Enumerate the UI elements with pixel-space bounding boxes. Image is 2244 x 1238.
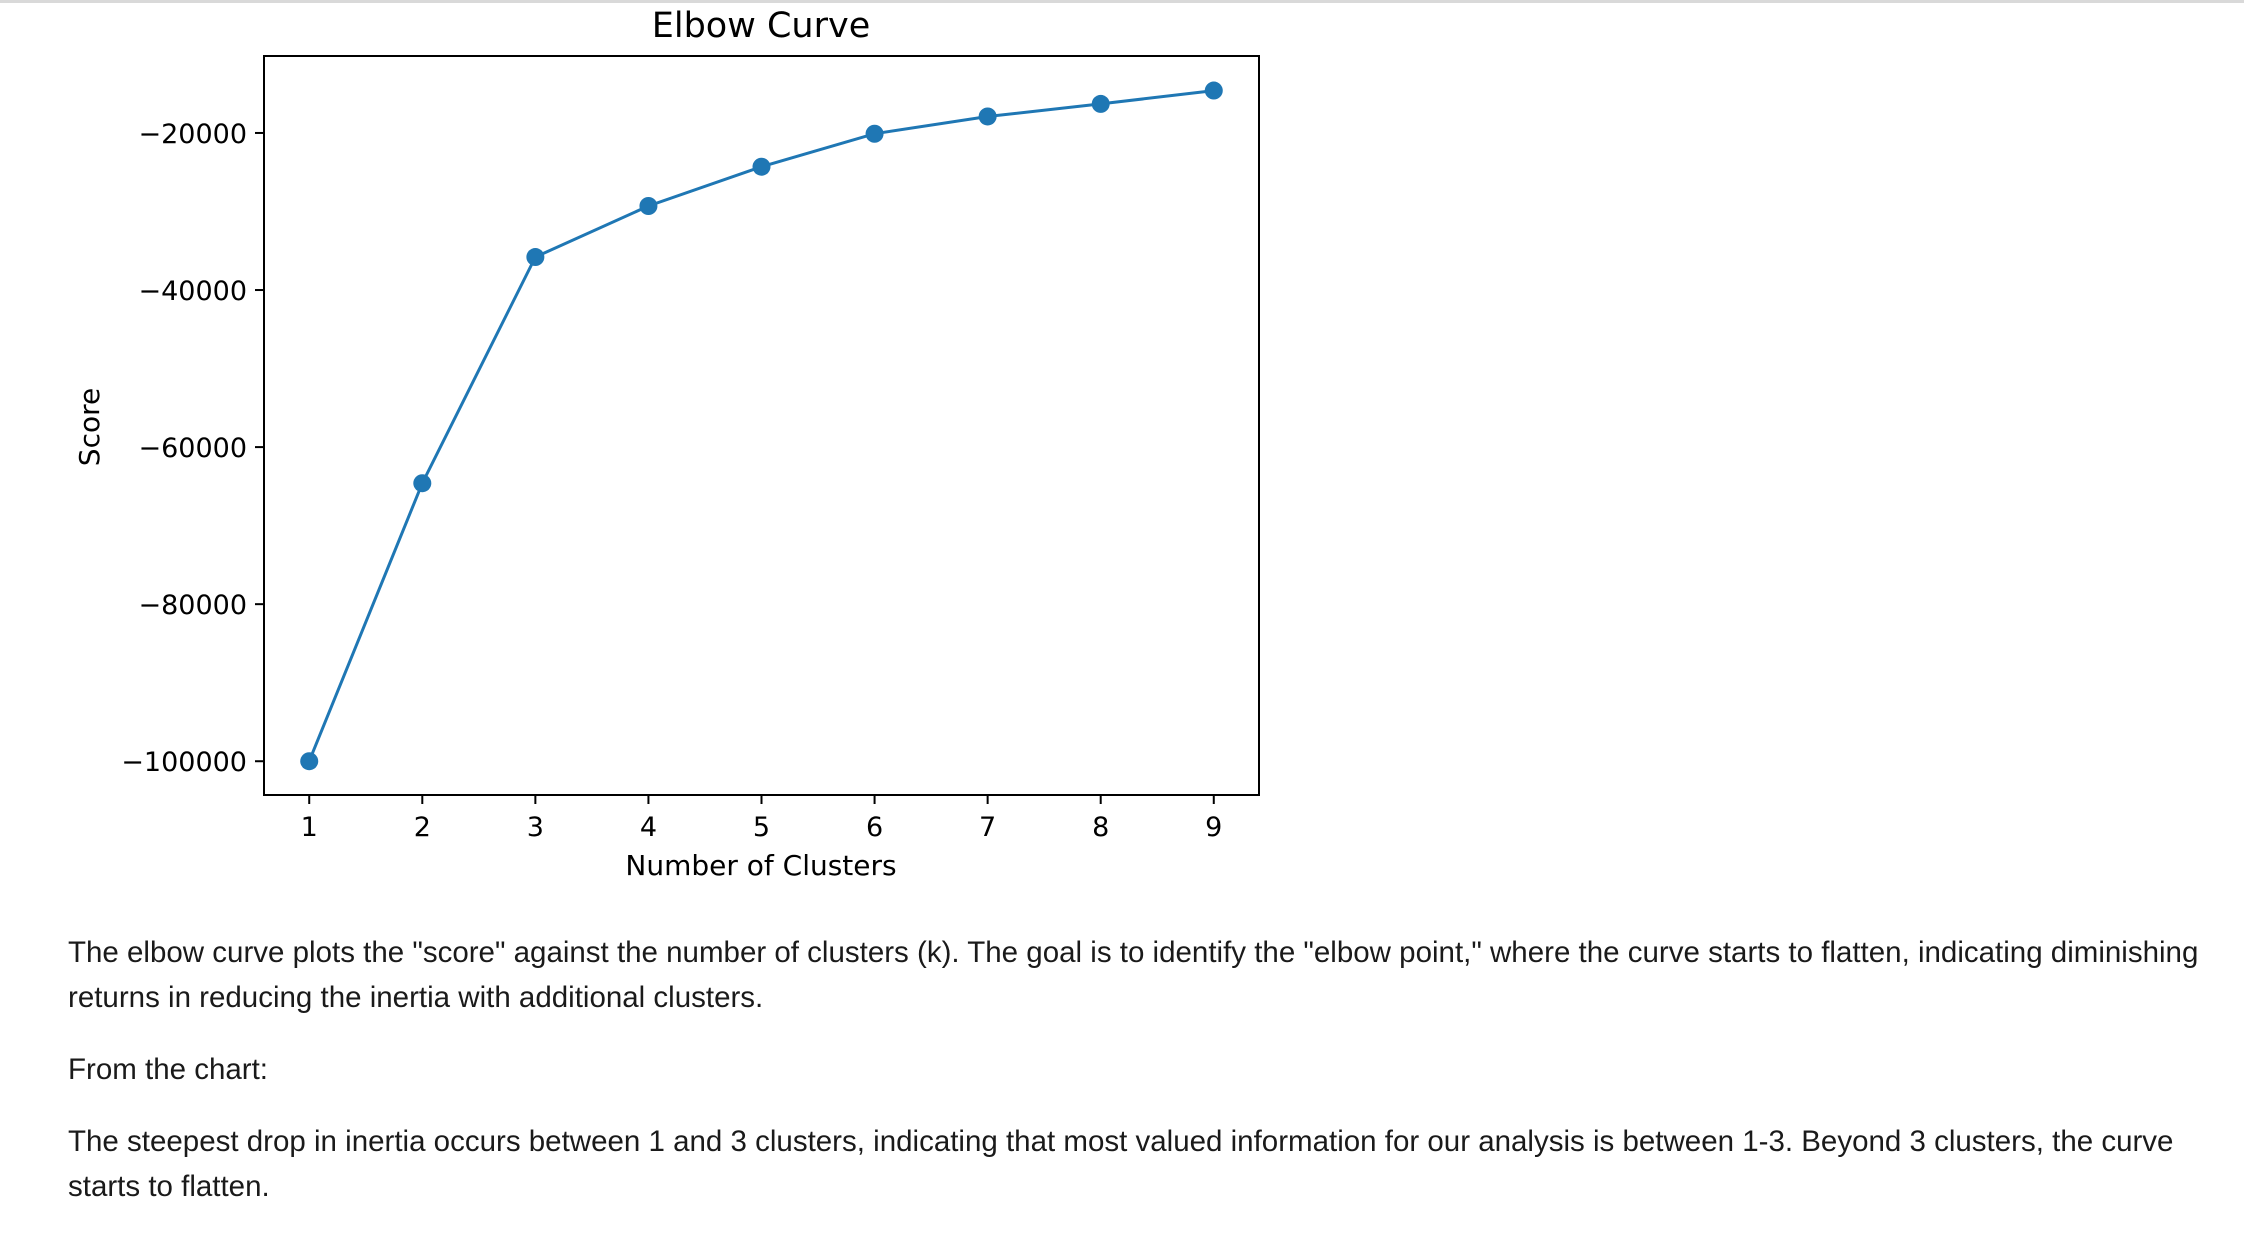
data-point (752, 157, 771, 176)
data-points (300, 81, 1223, 771)
x-tick-label: 2 (414, 812, 431, 843)
x-tick-label: 8 (1092, 812, 1109, 843)
x-tick-label: 7 (979, 812, 996, 843)
x-axis: 1 2 3 4 5 6 7 8 9 (301, 795, 1222, 843)
x-tick-label: 5 (753, 812, 770, 843)
paragraph-conclusion: The steepest drop in inertia occurs betw… (68, 1125, 2174, 1203)
x-tick-label: 4 (640, 812, 657, 843)
y-axis: −20000 −40000 −60000 −80000 −100000 (121, 119, 264, 778)
x-tick-label: 1 (301, 812, 318, 843)
x-tick-label: 9 (1205, 812, 1222, 843)
data-point (526, 248, 545, 267)
x-axis-label: Number of Clusters (625, 849, 896, 882)
y-axis-label: Score (73, 388, 106, 466)
data-point (1204, 81, 1223, 100)
top-divider (0, 0, 2244, 3)
x-tick-label: 6 (866, 812, 883, 843)
data-point (300, 752, 319, 771)
y-tick-label: −60000 (138, 433, 247, 464)
y-tick-label: −20000 (138, 119, 247, 150)
paragraph-intro: The elbow curve plots the "score" agains… (68, 936, 2199, 1014)
plot-frame (263, 55, 1260, 796)
data-point (865, 124, 884, 143)
elbow-chart: Elbow Curve −20000 −40000 −60000 −80000 −100… (73, 6, 1260, 882)
chart-title: Elbow Curve (652, 6, 870, 46)
data-point (1091, 94, 1110, 113)
y-tick-label: −80000 (138, 590, 247, 621)
paragraph-from-chart: From the chart: (68, 1053, 269, 1086)
analysis-notes: The elbow curve plots the "score" agains… (68, 930, 2218, 1236)
y-tick-label: −100000 (121, 747, 247, 778)
data-point (413, 474, 432, 493)
series-line (307, 89, 1214, 762)
x-tick-label: 3 (527, 812, 544, 843)
y-tick-label: −40000 (138, 276, 247, 307)
data-point (639, 196, 658, 215)
data-point (978, 107, 997, 126)
